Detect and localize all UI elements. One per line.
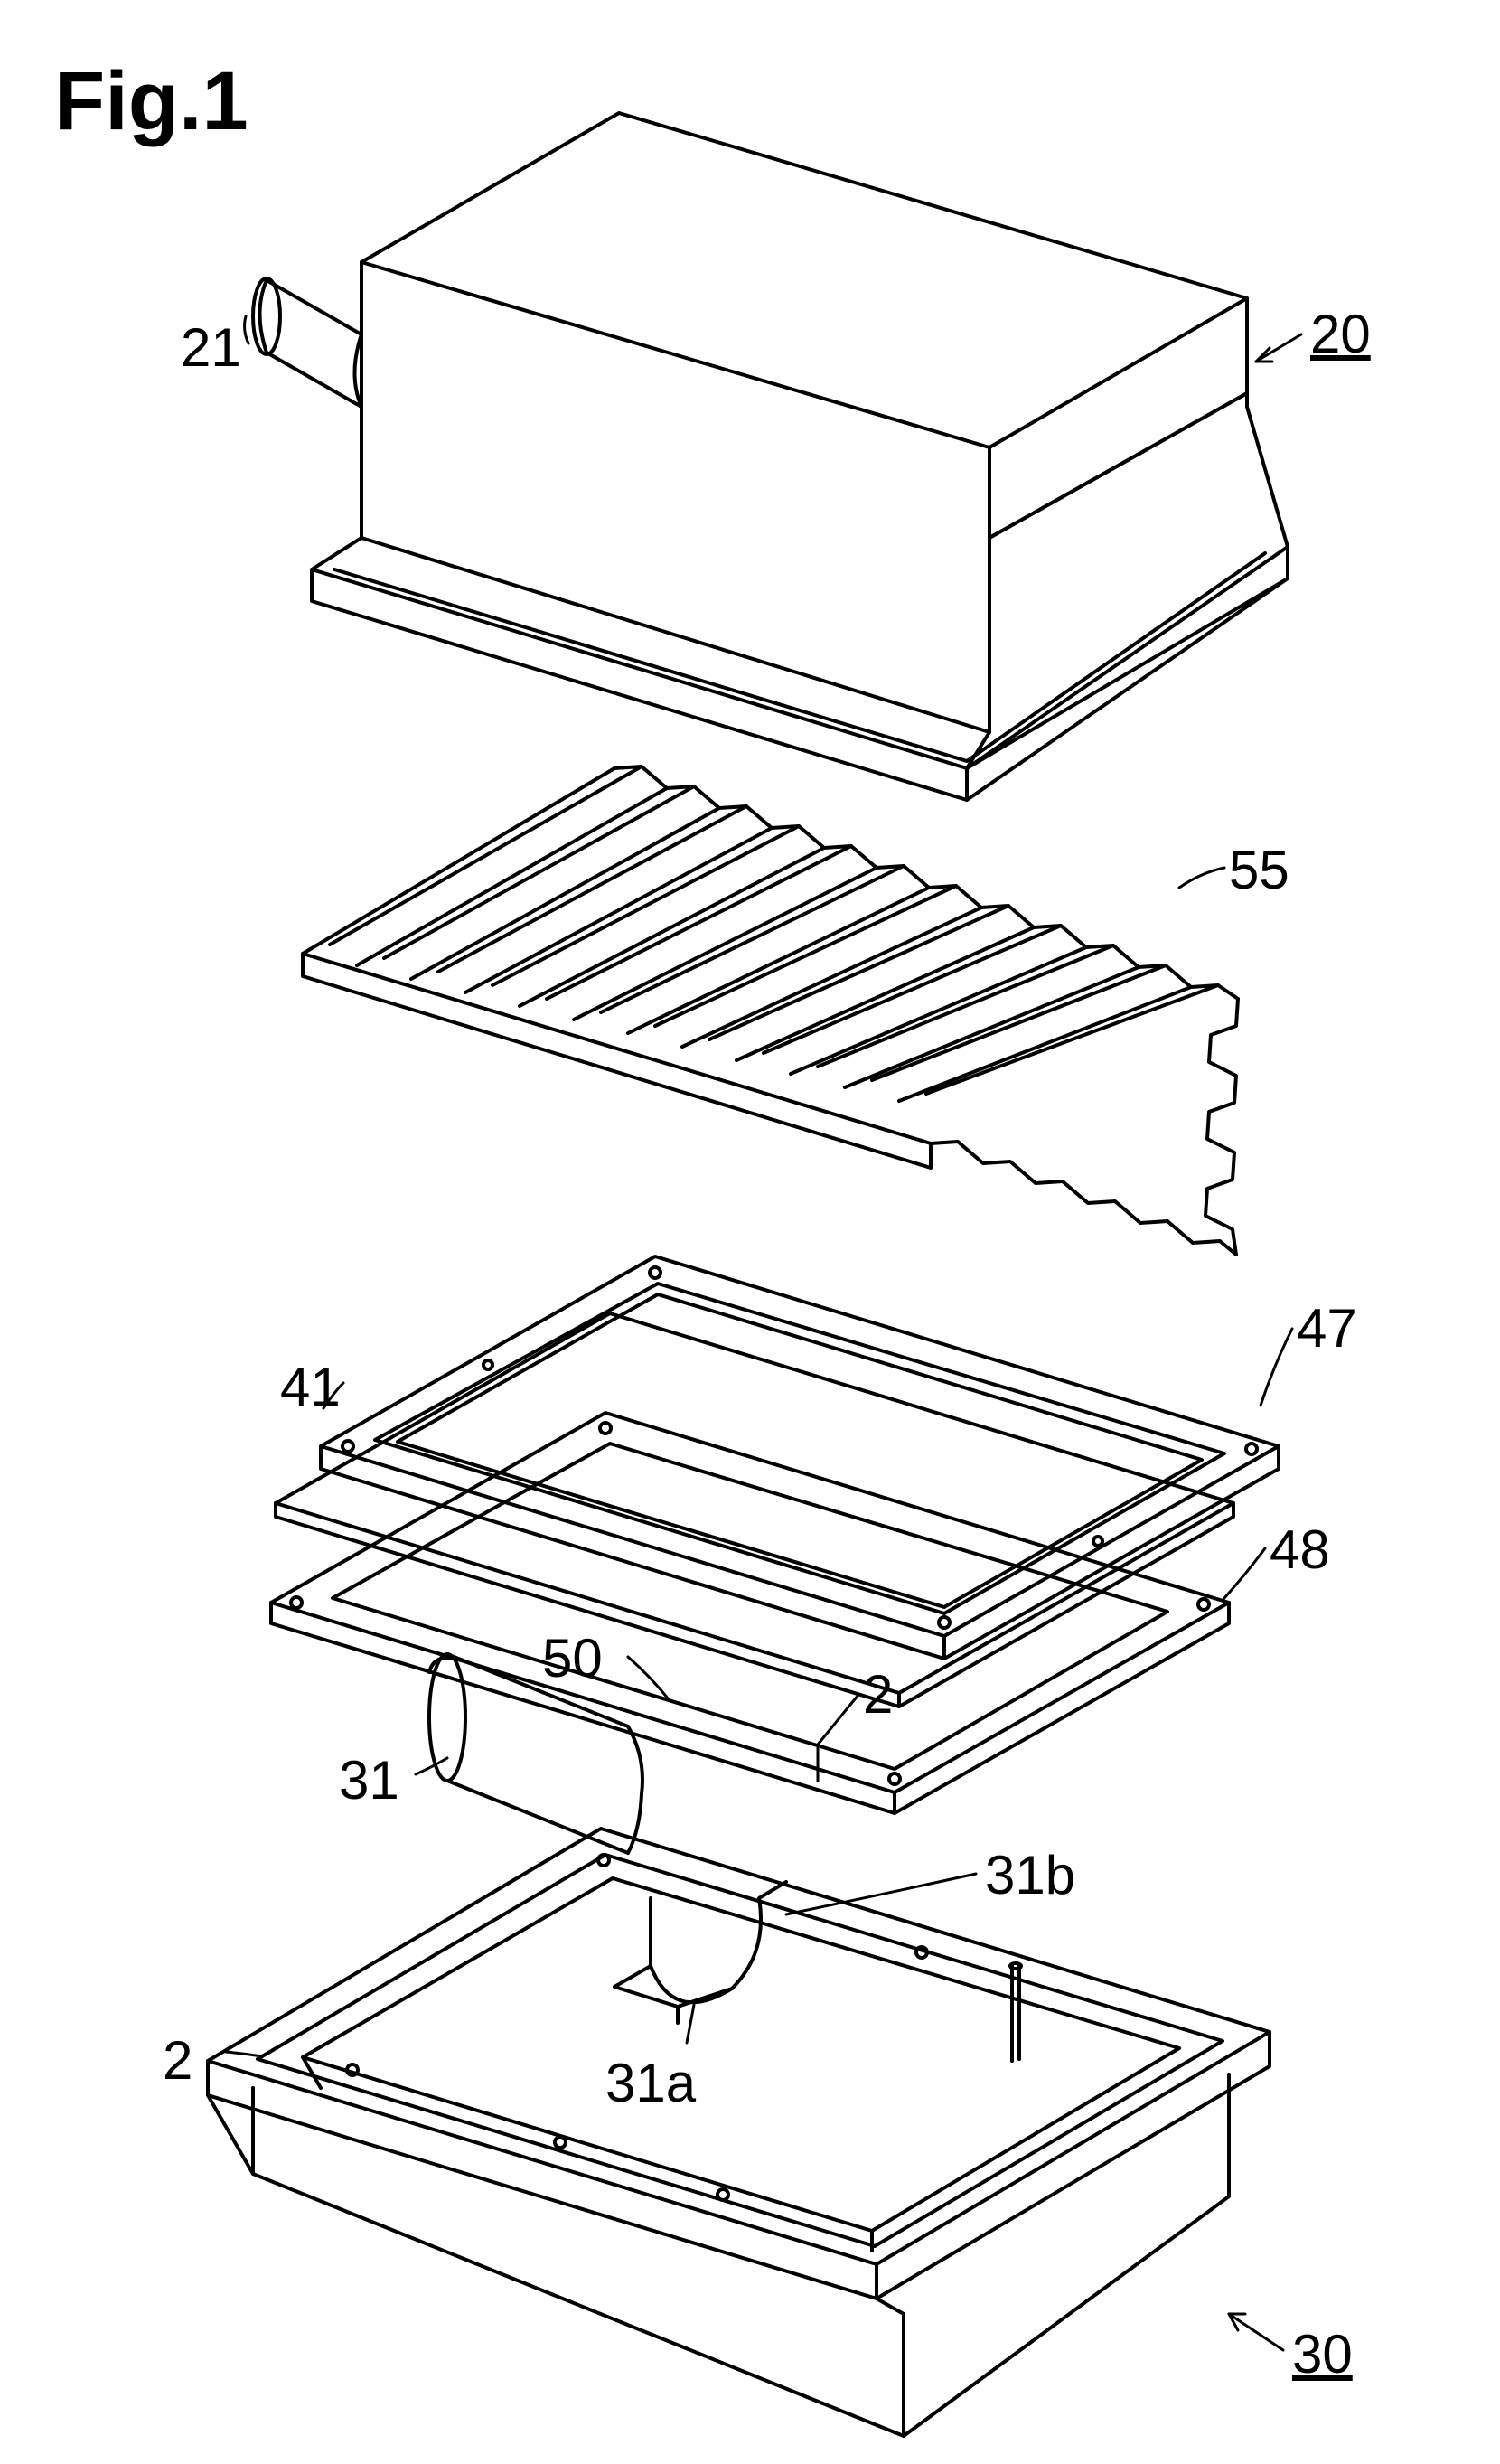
bottom-housing (208, 1829, 1270, 2436)
label-31a: 31a (605, 2052, 696, 2114)
label-31b: 31b (985, 1844, 1075, 1906)
label-55: 55 (1229, 839, 1289, 901)
corrugated-filter (303, 766, 1238, 1255)
label-2b: 2 (163, 2029, 192, 2092)
label-30: 30 (1292, 2323, 1353, 2385)
label-50: 50 (542, 1627, 603, 1689)
figure-page: Fig.1 (0, 0, 1500, 2464)
label-47: 47 (1297, 1297, 1357, 1359)
label-31: 31 (339, 1749, 399, 1811)
top-housing (253, 113, 1288, 800)
label-48: 48 (1270, 1519, 1330, 1581)
frame-48 (271, 1413, 1229, 1813)
arrow-30 (1229, 2314, 1283, 2350)
label-41: 41 (280, 1356, 341, 1418)
label-20: 20 (1310, 303, 1371, 365)
label-21: 21 (181, 316, 241, 379)
label-2a: 2 (863, 1663, 893, 1726)
frame-47 (321, 1256, 1279, 1659)
arrow-20 (1256, 334, 1301, 362)
